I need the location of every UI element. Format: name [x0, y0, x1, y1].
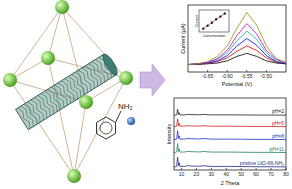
- inset-point: [224, 13, 226, 15]
- inset-x-label: Concentration: [203, 34, 225, 38]
- series-line: [174, 109, 286, 115]
- metal-node: [3, 73, 17, 87]
- x-tick-label: 10: [179, 171, 185, 177]
- x-tick: [286, 168, 287, 170]
- x-tick: [266, 70, 267, 72]
- series-label: pH=8: [272, 133, 284, 139]
- inset-point: [211, 22, 213, 24]
- framework-edge: [74, 102, 86, 176]
- chart: -0.65 -0.60 -0.55 -0.50 Potential (V) Current…: [180, 5, 286, 87]
- inset-y-label: Current: [195, 15, 199, 27]
- x-tick: [246, 70, 247, 72]
- metal-node: [119, 71, 133, 85]
- framework-edge: [48, 7, 62, 58]
- plot-frame: [174, 98, 286, 170]
- metal-node: [41, 51, 55, 65]
- x-tick: [271, 168, 272, 170]
- target-ion: [127, 117, 135, 125]
- series-label: pH=2: [272, 108, 284, 114]
- arrow: [140, 64, 165, 96]
- metal-node: [55, 0, 69, 14]
- series-line: [188, 39, 286, 65]
- metal-node: [67, 169, 81, 183]
- inset-point: [207, 25, 209, 27]
- x-tick-label: 60: [253, 171, 259, 177]
- series-line: [174, 144, 286, 153]
- x-tick: [181, 168, 182, 170]
- x-tick-label: 40: [223, 171, 229, 177]
- x-tick: [241, 168, 242, 170]
- amine-label: NH₂: [118, 102, 133, 111]
- y-axis-label: Intensity: [166, 124, 172, 145]
- tube-end: [100, 52, 120, 77]
- x-tick-label: -0.60: [221, 73, 233, 79]
- plot-frame: [188, 5, 286, 72]
- x-tick-label: 80: [283, 171, 289, 177]
- inset-frame: [199, 10, 229, 32]
- benzene-ring: [97, 117, 116, 139]
- x-tick-label: -0.65: [202, 73, 214, 79]
- x-tick: [226, 168, 227, 170]
- series-line: [174, 119, 286, 127]
- series-line: [174, 131, 286, 140]
- inset-data: [202, 13, 225, 30]
- series-line: [174, 157, 286, 167]
- series-label: pH=11: [269, 146, 284, 152]
- inset-point: [215, 18, 217, 20]
- x-tick-label: -0.55: [241, 73, 253, 79]
- amine-bond: [116, 111, 121, 123]
- aromatic-circle: [100, 122, 112, 134]
- x-axis-label: 2 Theta: [221, 180, 240, 186]
- x-tick: [227, 70, 228, 72]
- series-label: pristine UiO-66-NH₂: [240, 160, 284, 166]
- framework-edge: [10, 7, 62, 80]
- mof-diagram: NH₂: [3, 0, 135, 183]
- metal-node: [79, 95, 93, 109]
- x-tick: [211, 168, 212, 170]
- series-label: pH=5: [272, 120, 284, 126]
- inset-point: [219, 16, 221, 18]
- x-tick: [196, 168, 197, 170]
- data-group: [174, 109, 286, 167]
- x-tick-label: 20: [194, 171, 200, 177]
- x-axis-label: Potential (V): [222, 81, 252, 87]
- x-tick-label: 70: [268, 171, 274, 177]
- x-tick: [256, 168, 257, 170]
- canvas: NH₂ -0.65 -0.60 -0.55 -0.50 Potential (V) Curr…: [0, 0, 292, 189]
- y-axis-label: Current (μA): [180, 23, 186, 54]
- x-tick-label: 30: [209, 171, 215, 177]
- x-tick-label: -0.50: [261, 73, 273, 79]
- x-tick-label: 50: [238, 171, 244, 177]
- inset-point: [202, 28, 204, 30]
- chart: 10 20 30 40 50 60 70 80 2 Theta Intensity pH=2 pH=5…: [166, 98, 289, 186]
- x-tick: [207, 70, 208, 72]
- tube-body: [16, 54, 117, 129]
- inset-line: [203, 14, 224, 29]
- inset: Concentration Current: [195, 10, 230, 38]
